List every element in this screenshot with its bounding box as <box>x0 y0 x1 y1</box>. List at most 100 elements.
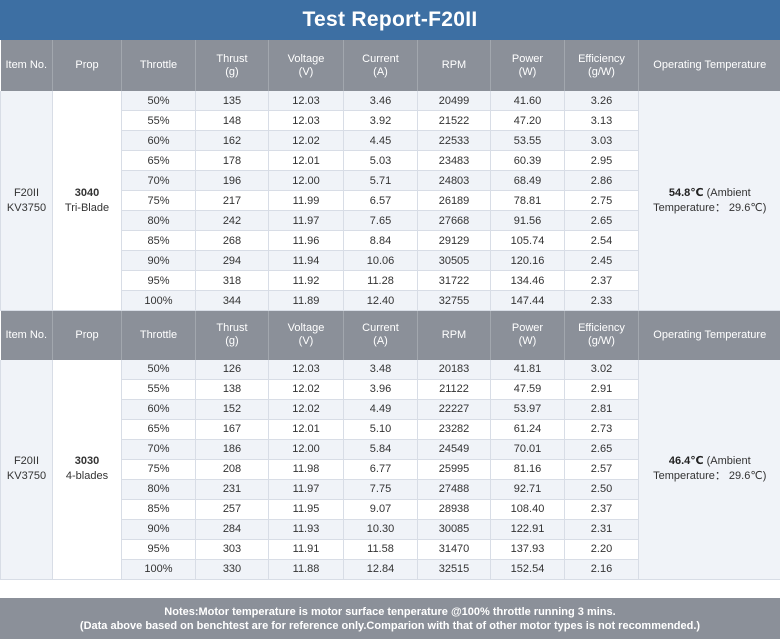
cell-throttle: 95% <box>121 270 196 291</box>
operating-temperature-cell: 54.8℃ (Ambient Temperature： 29.6℃) <box>638 91 780 311</box>
header-label: Item No. <box>5 328 48 341</box>
cell-voltage: 11.88 <box>268 559 344 580</box>
table-row: 65% 167 12.01 5.10 23282 61.24 2.73 <box>1 419 780 440</box>
cell-current: 3.46 <box>343 91 418 111</box>
cell-rpm: 31470 <box>417 539 491 560</box>
cell-throttle: 65% <box>121 150 196 171</box>
cell-efficiency: 2.37 <box>564 270 639 291</box>
cell-power: 78.81 <box>490 190 565 211</box>
cell-voltage: 11.95 <box>268 499 344 520</box>
cell-power: 60.39 <box>490 150 565 171</box>
report-title: Test Report-F20II <box>0 0 780 40</box>
cell-throttle: 50% <box>121 359 196 380</box>
cell-power: 92.71 <box>490 479 565 500</box>
cell-efficiency: 2.95 <box>564 150 639 171</box>
temperature-line-1: 46.4℃ (Ambient <box>639 454 780 469</box>
cell-voltage: 11.97 <box>268 479 344 500</box>
cell-rpm: 20499 <box>417 91 491 111</box>
cell-throttle: 85% <box>121 499 196 520</box>
table-row: 85% 268 11.96 8.84 29129 105.74 2.54 <box>1 230 780 251</box>
cell-throttle: 70% <box>121 170 196 191</box>
table-row: 95% 318 11.92 11.28 31722 134.46 2.37 <box>1 270 780 291</box>
cell-current: 10.06 <box>343 250 418 271</box>
cell-efficiency: 2.37 <box>564 499 639 520</box>
prop-cell: 3030 4-blades <box>52 359 122 580</box>
operating-temperature-value: 46.4℃ <box>668 455 704 467</box>
cell-rpm: 27668 <box>417 210 491 231</box>
header-efficiency: Efficiency (g/W) <box>564 40 639 91</box>
prop-cell: 3040 Tri-Blade <box>52 91 122 311</box>
cell-throttle: 65% <box>121 419 196 440</box>
cell-current: 8.84 <box>343 230 418 251</box>
item-no-cell: F20II KV3750 <box>0 91 53 311</box>
table-row: 70% 196 12.00 5.71 24803 68.49 2.86 <box>1 170 780 191</box>
cell-rpm: 22533 <box>417 130 491 151</box>
cell-efficiency: 2.45 <box>564 250 639 271</box>
cell-power: 134.46 <box>490 270 565 291</box>
cell-throttle: 85% <box>121 230 196 251</box>
table-row: 90% 294 11.94 10.06 30505 120.16 2.45 <box>1 250 780 271</box>
cell-rpm: 24803 <box>417 170 491 191</box>
header-throttle: Throttle <box>121 40 196 91</box>
table-row: 95% 303 11.91 11.58 31470 137.93 2.20 <box>1 539 780 560</box>
header-label: Prop <box>75 59 99 71</box>
cell-rpm: 26189 <box>417 190 491 211</box>
header-label: Voltage <box>287 52 325 65</box>
cell-efficiency: 2.91 <box>564 379 639 400</box>
cell-current: 4.49 <box>343 399 418 420</box>
cell-throttle: 100% <box>121 290 196 311</box>
header-label: Throttle <box>139 59 178 71</box>
cell-rpm: 29129 <box>417 230 491 251</box>
ambient-note-a: (Ambient <box>706 186 751 199</box>
header-rpm: RPM <box>417 310 491 360</box>
header-op-temp: Operating Temperature <box>638 310 780 360</box>
cell-voltage: 11.97 <box>268 210 344 231</box>
cell-current: 3.48 <box>343 359 418 380</box>
cell-thrust: 148 <box>195 110 269 131</box>
header-thrust: Thrust (g) <box>195 40 269 91</box>
cell-power: 53.55 <box>490 130 565 151</box>
cell-thrust: 178 <box>195 150 269 171</box>
cell-rpm: 21122 <box>417 379 491 400</box>
cell-efficiency: 2.20 <box>564 539 639 560</box>
cell-rpm: 21522 <box>417 110 491 131</box>
table-header-row: Item No. Prop Throttle Thrust (g) Voltage (V) C… <box>0 40 780 91</box>
header-unit: (g/W) <box>588 335 615 348</box>
cell-voltage: 12.02 <box>268 130 344 151</box>
cell-current: 3.92 <box>343 110 418 131</box>
prop-size: 3040 <box>74 186 100 199</box>
cell-rpm: 25995 <box>417 459 491 480</box>
cell-thrust: 126 <box>195 359 269 380</box>
cell-voltage: 12.01 <box>268 419 344 440</box>
table-row: 65% 178 12.01 5.03 23483 60.39 2.95 <box>1 150 780 171</box>
cell-current: 9.07 <box>343 499 418 520</box>
cell-power: 81.16 <box>490 459 565 480</box>
cell-thrust: 162 <box>195 130 269 151</box>
cell-current: 12.40 <box>343 290 418 311</box>
cell-efficiency: 2.31 <box>564 519 639 540</box>
cell-rpm: 30505 <box>417 250 491 271</box>
cell-power: 91.56 <box>490 210 565 231</box>
cell-current: 6.77 <box>343 459 418 480</box>
cell-efficiency: 2.65 <box>564 210 639 231</box>
header-prop: Prop <box>52 310 122 360</box>
cell-rpm: 24549 <box>417 439 491 460</box>
cell-current: 6.57 <box>343 190 418 211</box>
cell-power: 47.20 <box>490 110 565 131</box>
header-unit: (A) <box>373 65 388 78</box>
cell-current: 3.96 <box>343 379 418 400</box>
header-unit: (W) <box>518 65 537 78</box>
table-row: 100% 330 11.88 12.84 32515 152.54 2.16 <box>1 559 780 580</box>
cell-thrust: 242 <box>195 210 269 231</box>
cell-efficiency: 2.57 <box>564 459 639 480</box>
cell-power: 41.60 <box>490 91 565 111</box>
header-unit: (g/W) <box>588 65 615 78</box>
cell-efficiency: 3.13 <box>564 110 639 131</box>
cell-voltage: 11.98 <box>268 459 344 480</box>
cell-current: 11.58 <box>343 539 418 560</box>
notes-footer: Notes:Motor temperature is motor surface… <box>0 598 780 639</box>
cell-voltage: 11.94 <box>268 250 344 271</box>
cell-throttle: 100% <box>121 559 196 580</box>
cell-rpm: 30085 <box>417 519 491 540</box>
